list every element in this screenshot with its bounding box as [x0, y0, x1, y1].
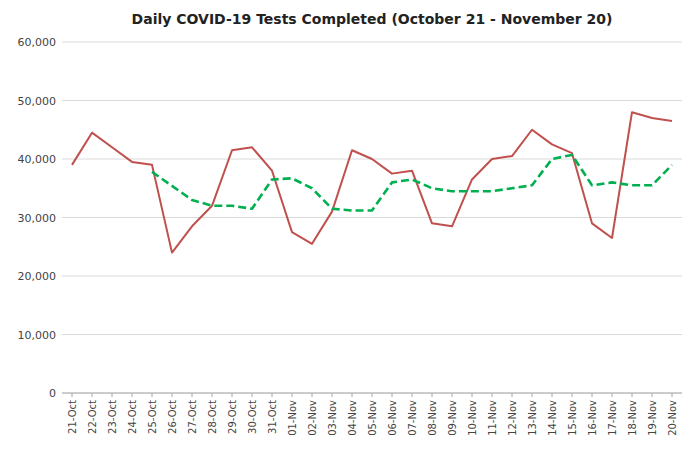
- x-tick: [132, 393, 133, 397]
- x-tick-label: 09-Nov: [447, 400, 458, 436]
- x-tick-label: 20-Nov: [667, 400, 678, 436]
- grid-line: [62, 100, 682, 101]
- x-tick-label: 29-Oct: [227, 400, 238, 434]
- x-tick: [272, 393, 273, 397]
- x-tick: [352, 393, 353, 397]
- x-tick-label: 15-Nov: [567, 400, 578, 436]
- title: Daily COVID-19 Tests Completed (October …: [132, 11, 613, 27]
- x-tick: [92, 393, 93, 397]
- x-tick: [612, 393, 613, 397]
- x-tick: [192, 393, 193, 397]
- x-tick: [372, 393, 373, 397]
- chart: Daily COVID-19 Tests Completed (October …: [0, 0, 696, 463]
- x-tick-label: 22-Oct: [87, 400, 98, 434]
- y-axis: 0 10,000 20,000 30,000 40,000 50,000 60,000: [18, 36, 683, 400]
- x-tick-label: 18-Nov: [627, 400, 638, 436]
- x-tick-label: 24-Oct: [127, 400, 138, 434]
- plot-area: [72, 112, 672, 252]
- x-tick-label: 31-Oct: [267, 400, 278, 434]
- grid-line: [62, 276, 682, 277]
- x-tick: [652, 393, 653, 397]
- x-tick-label: 01-Nov: [287, 400, 298, 436]
- x-tick-label: 27-Oct: [187, 400, 198, 434]
- x-tick: [212, 393, 213, 397]
- y-tick-label: 0: [49, 387, 56, 400]
- x-tick-label: 19-Nov: [647, 400, 658, 436]
- y-tick-label: 60,000: [18, 36, 57, 49]
- x-tick: [552, 393, 553, 397]
- x-tick: [632, 393, 633, 397]
- x-tick-label: 25-Oct: [147, 400, 158, 434]
- x-tick-label: 10-Nov: [467, 400, 478, 436]
- x-tick-label: 16-Nov: [587, 400, 598, 436]
- grid-line: [62, 217, 682, 218]
- x-tick: [412, 393, 413, 397]
- x-tick: [492, 393, 493, 397]
- y-tick-label: 50,000: [18, 95, 57, 108]
- x-tick: [232, 393, 233, 397]
- x-tick-label: 17-Nov: [607, 400, 618, 436]
- x-tick-label: 03-Nov: [327, 400, 338, 436]
- x-tick: [392, 393, 393, 397]
- x-tick-label: 06-Nov: [387, 400, 398, 436]
- grid-line: [62, 42, 682, 43]
- x-tick: [312, 393, 313, 397]
- x-tick: [532, 393, 533, 397]
- x-tick-label: 04-Nov: [347, 400, 358, 436]
- x-tick: [112, 393, 113, 397]
- x-tick: [152, 393, 153, 397]
- x-tick: [472, 393, 473, 397]
- grid-line: [62, 334, 682, 335]
- y-tick-label: 30,000: [18, 212, 57, 225]
- x-tick-label: 26-Oct: [167, 400, 178, 434]
- x-axis: 21-Oct 22-Oct 23-Oct 24-Oct 25-Oct 26-Oct 27-O…: [67, 393, 678, 436]
- x-tick-label: 21-Oct: [67, 400, 78, 434]
- x-tick-label: 14-Nov: [547, 400, 558, 436]
- x-tick: [432, 393, 433, 397]
- x-tick-label: 23-Oct: [107, 400, 118, 434]
- x-tick: [292, 393, 293, 397]
- x-tick-label: 07-Nov: [407, 400, 418, 436]
- x-tick: [172, 393, 173, 397]
- x-tick-label: 11-Nov: [487, 400, 498, 436]
- x-tick-label: 05-Nov: [367, 400, 378, 436]
- series-line: [152, 155, 672, 211]
- y-tick-label: 10,000: [18, 329, 57, 342]
- x-tick: [672, 393, 673, 397]
- x-tick-label: 08-Nov: [427, 400, 438, 436]
- x-tick: [72, 393, 73, 397]
- x-tick-label: 02-Nov: [307, 400, 318, 436]
- x-tick: [332, 393, 333, 397]
- x-tick: [592, 393, 593, 397]
- x-tick: [512, 393, 513, 397]
- y-tick-label: 40,000: [18, 153, 57, 166]
- y-tick-label: 20,000: [18, 270, 57, 283]
- series-line: [72, 112, 672, 252]
- x-tick: [572, 393, 573, 397]
- x-tick-label: 13-Nov: [527, 400, 538, 436]
- x-tick: [252, 393, 253, 397]
- x-tick: [452, 393, 453, 397]
- x-tick-label: 12-Nov: [507, 400, 518, 436]
- x-tick-label: 30-Oct: [247, 400, 258, 434]
- x-tick-label: 28-Oct: [207, 400, 218, 434]
